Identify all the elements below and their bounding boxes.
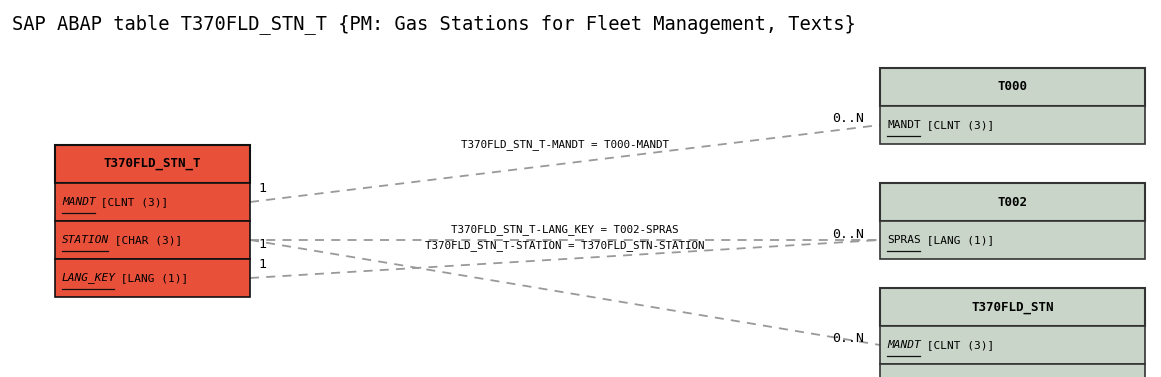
Text: 0..N: 0..N (832, 227, 864, 241)
Text: T370FLD_STN_T-LANG_KEY = T002-SPRAS: T370FLD_STN_T-LANG_KEY = T002-SPRAS (452, 225, 679, 236)
Text: [LANG (1)]: [LANG (1)] (920, 235, 994, 245)
Text: [CLNT (3)]: [CLNT (3)] (920, 340, 994, 350)
Text: 1: 1 (258, 238, 266, 250)
Bar (55, 145, 250, 183)
Text: T370FLD_STN_T-MANDT = T000-MANDT: T370FLD_STN_T-MANDT = T000-MANDT (461, 139, 669, 150)
Bar (880, 364, 1145, 377)
Text: SPRAS: SPRAS (887, 235, 921, 245)
Text: SAP ABAP table T370FLD_STN_T {PM: Gas Stations for Fleet Management, Texts}: SAP ABAP table T370FLD_STN_T {PM: Gas St… (12, 14, 856, 34)
Text: 0..N: 0..N (832, 333, 864, 345)
Text: T370FLD_STN_T: T370FLD_STN_T (103, 158, 201, 170)
Bar (880, 106, 1145, 144)
Bar (880, 326, 1145, 364)
Text: [CLNT (3)]: [CLNT (3)] (94, 197, 168, 207)
Text: MANDT: MANDT (62, 197, 95, 207)
Bar (880, 221, 1145, 259)
Bar (55, 183, 250, 221)
Bar (880, 288, 1145, 326)
Bar (880, 183, 1145, 221)
Text: [CLNT (3)]: [CLNT (3)] (920, 120, 994, 130)
Text: T370FLD_STN_T-STATION = T370FLD_STN-STATION: T370FLD_STN_T-STATION = T370FLD_STN-STAT… (425, 241, 705, 251)
Text: MANDT: MANDT (887, 120, 921, 130)
Text: T002: T002 (997, 196, 1027, 208)
Text: STATION: STATION (62, 235, 109, 245)
Bar (55, 259, 250, 297)
Text: MANDT: MANDT (887, 340, 921, 350)
Text: T370FLD_STN: T370FLD_STN (972, 300, 1054, 314)
Text: LANG_KEY: LANG_KEY (62, 273, 116, 284)
Text: T000: T000 (997, 81, 1027, 93)
Text: 1: 1 (258, 257, 266, 271)
Text: 0..N: 0..N (832, 112, 864, 126)
Bar (55, 221, 250, 259)
Bar (880, 68, 1145, 106)
Text: 1: 1 (258, 181, 266, 195)
Text: [CHAR (3)]: [CHAR (3)] (108, 235, 182, 245)
Text: [LANG (1)]: [LANG (1)] (114, 273, 188, 283)
